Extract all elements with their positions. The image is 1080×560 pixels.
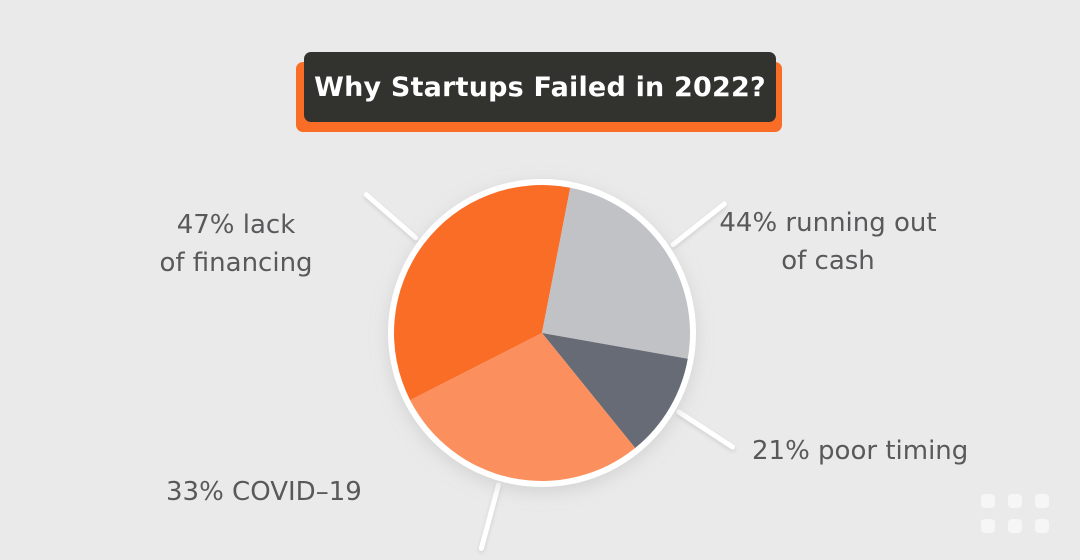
pie-label-poor-timing: 21% poor timing — [752, 436, 969, 466]
leader-line-lack-of-financing — [363, 192, 419, 241]
decorative-dot — [1008, 519, 1022, 533]
pie-slice-poor-timing — [542, 333, 688, 449]
leader-line-covid-19 — [478, 482, 501, 551]
decorative-dot — [1035, 519, 1049, 533]
title-banner: Why Startups Failed in 2022? — [296, 52, 784, 132]
decorative-dot — [1035, 494, 1049, 508]
pie-label-running-out-of-cash: 44% running out of cash — [719, 208, 937, 276]
decorative-dot — [981, 494, 995, 508]
leader-line-running-out-of-cash — [670, 201, 727, 248]
pie-label-covid-19: 33% COVID–19 — [166, 477, 362, 507]
decorative-dot — [981, 519, 995, 533]
leader-line-poor-timing — [676, 409, 736, 450]
pie-label-lack-of-financing: 47% lack of financing — [159, 210, 313, 278]
title-box: Why Startups Failed in 2022? — [304, 52, 776, 122]
pie-slice-running-out-of-cash — [542, 187, 690, 359]
leader-lines — [363, 192, 736, 551]
pie-slice-lack-of-financing — [393, 185, 571, 401]
pie-slice-covid-19 — [410, 333, 636, 482]
decorative-dot-grid — [981, 494, 1049, 533]
decorative-dot — [1008, 494, 1022, 508]
page-title: Why Startups Failed in 2022? — [314, 71, 766, 103]
pie-slices — [393, 185, 690, 482]
